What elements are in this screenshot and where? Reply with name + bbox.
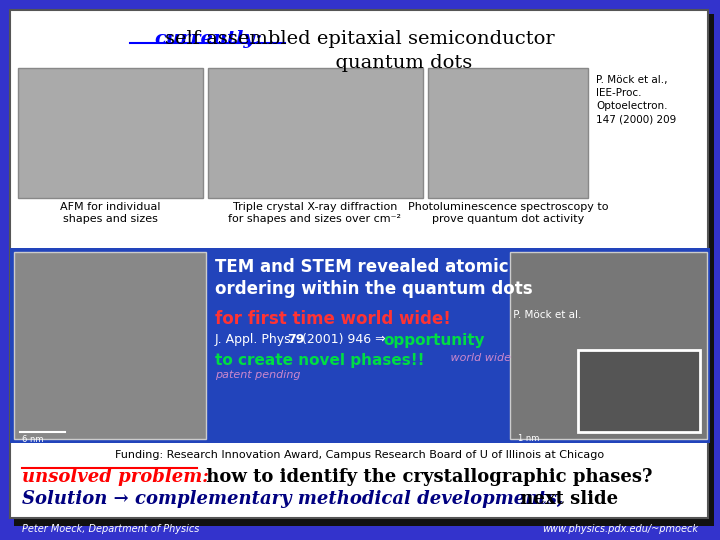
Text: Photoluminescence spectroscopy to
prove quantum dot activity: Photoluminescence spectroscopy to prove … (408, 202, 608, 225)
Text: opportunity: opportunity (383, 333, 485, 348)
Bar (578, 350, 700, 432)
Text: world wide: world wide (447, 353, 511, 363)
Text: TEM and STEM revealed atomic
ordering within the quantum dots: TEM and STEM revealed atomic ordering wi… (215, 258, 533, 298)
Text: Peter Moeck, Department of Physics: Peter Moeck, Department of Physics (22, 524, 199, 534)
Text: Funding: Research Innovation Award, Campus Research Board of U of Illinois at Ch: Funding: Research Innovation Award, Camp… (115, 450, 605, 460)
Text: for first time world wide!: for first time world wide! (215, 310, 451, 328)
Text: self assembled epitaxial semiconductor
              quantum dots: self assembled epitaxial semiconductor q… (165, 30, 555, 72)
Text: www.physics.pdx.edu/~pmoeck: www.physics.pdx.edu/~pmoeck (542, 524, 698, 534)
Text: to create novel phases!!: to create novel phases!! (215, 353, 425, 368)
Text: unsolved problem:: unsolved problem: (22, 468, 209, 486)
Bar (510, 252, 707, 439)
Bar (18, 68, 203, 198)
Text: P. Möck et al.: P. Möck et al. (510, 310, 581, 320)
Text: P. Möck et al.,
IEE-Proc.
Optoelectron.
147 (2000) 209: P. Möck et al., IEE-Proc. Optoelectron. … (596, 75, 676, 125)
Text: how to identify the crystallographic phases?: how to identify the crystallographic pha… (200, 468, 652, 486)
Text: 1 nm: 1 nm (518, 434, 539, 443)
Bar (208, 68, 423, 198)
Bar (14, 252, 206, 439)
Bar (428, 68, 588, 198)
FancyBboxPatch shape (10, 10, 708, 518)
Text: 79: 79 (287, 333, 305, 346)
Text: Solution → complementary methodical developments,: Solution → complementary methodical deve… (22, 490, 563, 508)
Text: J. Appl. Phys.: J. Appl. Phys. (215, 333, 300, 346)
Bar (10, 248, 710, 443)
Text: next slide: next slide (514, 490, 618, 508)
Text: 6 nm: 6 nm (22, 435, 43, 444)
Text: AFM for individual
shapes and sizes: AFM for individual shapes and sizes (60, 202, 161, 225)
Text: patent pending: patent pending (215, 370, 300, 380)
Text: (2001) 946 ⇒: (2001) 946 ⇒ (298, 333, 390, 346)
Text: currently:: currently: (154, 30, 262, 48)
Text: Triple crystal X-ray diffraction
for shapes and sizes over cm⁻²: Triple crystal X-ray diffraction for sha… (228, 202, 402, 225)
